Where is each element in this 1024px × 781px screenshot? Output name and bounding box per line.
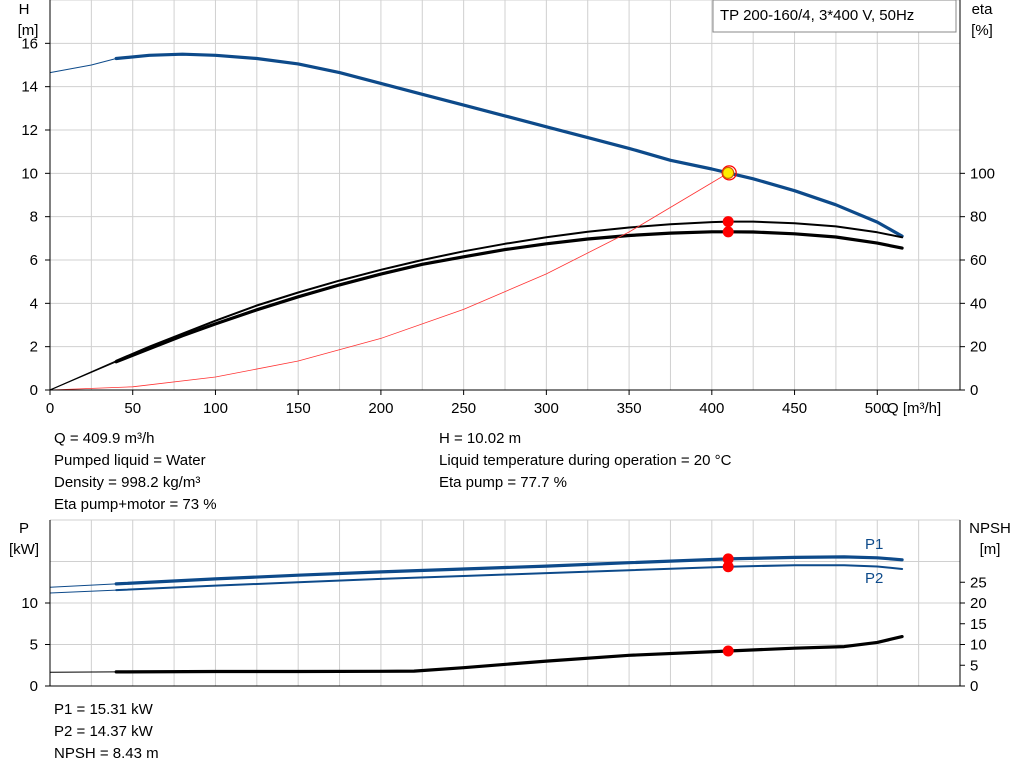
right-tick-label: 25 bbox=[970, 574, 987, 591]
right-tick-label: 20 bbox=[970, 339, 987, 356]
left-tick-label: 4 bbox=[30, 295, 38, 312]
top-left-axis-title: H bbox=[19, 1, 30, 18]
info-eta-pump: Eta pump = 77.7 % bbox=[439, 474, 567, 491]
x-tick-label: 450 bbox=[782, 400, 807, 417]
info-eta-total: Eta pump+motor = 73 % bbox=[54, 496, 217, 513]
right-tick-label: 10 bbox=[970, 637, 987, 654]
left-tick-label: 8 bbox=[30, 209, 38, 226]
curve-p1-extrapolated bbox=[49, 583, 117, 588]
info-head: H = 10.02 m bbox=[439, 430, 522, 447]
x-tick-label: 400 bbox=[699, 400, 724, 417]
info-npsh: NPSH = 8.43 m bbox=[54, 745, 159, 762]
series-label-p1: P1 bbox=[865, 536, 883, 553]
left-tick-label: 0 bbox=[30, 382, 38, 399]
pump-label-box: TP 200-160/4, 3*400 V, 50Hz bbox=[712, 0, 957, 33]
curve-npsh bbox=[114, 635, 904, 674]
right-tick-label: 5 bbox=[970, 657, 978, 674]
duty-point-eta-pump bbox=[722, 216, 734, 228]
bottom-right-axis-unit: [m] bbox=[980, 541, 1001, 558]
left-tick-label: 10 bbox=[21, 165, 38, 182]
left-tick-label: 0 bbox=[30, 678, 38, 695]
info-top-left: Q = 409.9 m³/h Pumped liquid = Water Den… bbox=[54, 428, 217, 516]
x-tick-label: 250 bbox=[451, 400, 476, 417]
top-left-axis-unit: [m] bbox=[18, 22, 39, 39]
curve-p1 bbox=[114, 555, 904, 586]
curve-p2-extrapolated bbox=[49, 589, 117, 594]
curve-series-2-extrapolated bbox=[49, 361, 117, 391]
curve-p2 bbox=[115, 564, 904, 592]
curve-series-0-extrapolated bbox=[49, 58, 117, 74]
info-temperature: Liquid temperature during operation = 20… bbox=[439, 452, 732, 469]
x-tick-label: 100 bbox=[203, 400, 228, 417]
right-tick-label: 100 bbox=[970, 165, 995, 182]
top-duty-points bbox=[721, 165, 737, 238]
right-tick-label: 15 bbox=[970, 616, 987, 633]
bottom-left-axis-unit: [kW] bbox=[9, 541, 39, 558]
left-tick-label: 16 bbox=[21, 35, 38, 52]
left-tick-label: 5 bbox=[30, 637, 38, 654]
x-tick-label: 150 bbox=[286, 400, 311, 417]
info-top-right: H = 10.02 m Liquid temperature during op… bbox=[439, 428, 731, 494]
curve-series-1 bbox=[115, 220, 904, 362]
info-bottom: P1 = 15.31 kW P2 = 14.37 kW NPSH = 8.43 … bbox=[54, 699, 159, 765]
x-tick-label: 200 bbox=[368, 400, 393, 417]
duty-point-npsh bbox=[722, 645, 734, 657]
curve-system bbox=[49, 172, 729, 391]
bottom-left-axis-title: P bbox=[19, 520, 29, 537]
curve-series-2 bbox=[114, 230, 904, 364]
x-tick-label: 350 bbox=[617, 400, 642, 417]
bottom-axes: 0 5 10 0 5 10 15 20 25 bbox=[21, 520, 987, 695]
top-curves bbox=[49, 52, 904, 391]
right-tick-label: 0 bbox=[970, 382, 978, 399]
info-flow: Q = 409.9 m³/h bbox=[54, 430, 155, 447]
series-label-p2: P2 bbox=[865, 570, 883, 587]
right-tick-label: 20 bbox=[970, 595, 987, 612]
x-tick-label: 300 bbox=[534, 400, 559, 417]
duty-point-eta-total bbox=[722, 226, 734, 238]
info-p1: P1 = 15.31 kW bbox=[54, 701, 153, 718]
duty-point-p2 bbox=[722, 561, 734, 573]
duty-point-p1 bbox=[722, 553, 734, 565]
left-tick-label: 2 bbox=[30, 339, 38, 356]
right-tick-label: 0 bbox=[970, 678, 978, 695]
x-tick-label: 50 bbox=[124, 400, 141, 417]
top-right-axis-title: eta bbox=[972, 1, 994, 18]
left-tick-label: 10 bbox=[21, 595, 38, 612]
info-density: Density = 998.2 kg/m³ bbox=[54, 474, 201, 491]
top-axes: 0 2 4 6 8 10 12 14 16 0 20 40 60 80 100 0 50 100 150 200 250… bbox=[21, 0, 995, 417]
bottom-curves bbox=[49, 555, 904, 674]
right-tick-label: 40 bbox=[970, 295, 987, 312]
top-right-axis-unit: [%] bbox=[971, 22, 993, 39]
left-tick-label: 6 bbox=[30, 252, 38, 269]
x-axis-label: Q [m³/h] bbox=[887, 400, 941, 417]
x-tick-label: 500 bbox=[865, 400, 890, 417]
curve-series-0 bbox=[114, 52, 904, 238]
left-tick-label: 12 bbox=[21, 122, 38, 139]
bottom-grid bbox=[49, 519, 961, 687]
pump-label: TP 200-160/4, 3*400 V, 50Hz bbox=[720, 7, 914, 24]
right-tick-label: 80 bbox=[970, 209, 987, 226]
x-tick-label: 0 bbox=[46, 400, 54, 417]
info-liquid: Pumped liquid = Water bbox=[54, 452, 206, 469]
bottom-duty-points bbox=[722, 553, 734, 657]
duty-point-head bbox=[722, 166, 735, 179]
right-tick-label: 60 bbox=[970, 252, 987, 269]
left-tick-label: 14 bbox=[21, 79, 38, 96]
info-p2: P2 = 14.37 kW bbox=[54, 723, 153, 740]
bottom-right-axis-title: NPSH bbox=[969, 520, 1011, 537]
